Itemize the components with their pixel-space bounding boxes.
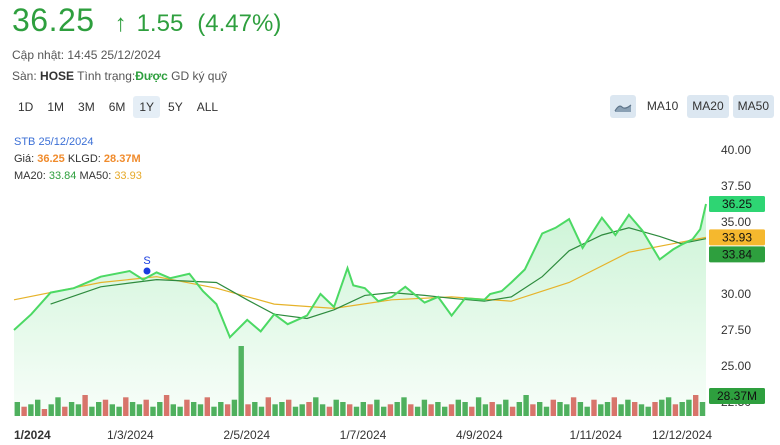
updated-time: Cập nhật: 14:45 25/12/2024 bbox=[12, 48, 161, 62]
area-chart-toggle[interactable] bbox=[609, 95, 636, 118]
ma20-line bbox=[50, 227, 707, 320]
signal-label: S bbox=[143, 255, 150, 267]
price-area-fill bbox=[14, 204, 706, 416]
price-change: 1.55 bbox=[136, 10, 184, 37]
signal-marker[interactable] bbox=[143, 267, 151, 275]
price-tags: 36.25 33.93 33.84 28.37M bbox=[709, 196, 765, 404]
range-1m-button[interactable]: 1M bbox=[47, 100, 65, 114]
margin-status-suffix: GD ký quỹ bbox=[171, 69, 228, 83]
price-change-percent: (4.47%) bbox=[197, 10, 282, 37]
info-ma20-value: 33.84 bbox=[48, 170, 77, 182]
info-ma20-label: MA20: bbox=[14, 170, 46, 182]
price-tag bbox=[709, 388, 765, 404]
price-chart[interactable]: S 40.0037.5035.0032.5030.0027.5025.0022.… bbox=[0, 128, 780, 445]
y-tick-label: 30.00 bbox=[721, 287, 751, 301]
x-tick-label: 1/11/2024 bbox=[569, 428, 622, 442]
range-1d-button[interactable]: 1D bbox=[18, 100, 34, 114]
range-5y-button[interactable]: 5Y bbox=[168, 100, 183, 114]
time-range-selector: 1D 1M 3M 6M 1Y 5Y ALL bbox=[12, 96, 224, 118]
updated-value: 14:45 25/12/2024 bbox=[67, 48, 161, 62]
exchange-info: Sàn: HOSE Tình trạng:Được GD ký quỹ bbox=[12, 69, 227, 83]
price-tag-label: 36.25 bbox=[722, 197, 752, 211]
current-price: 36.25 bbox=[12, 2, 95, 38]
ma10-button[interactable]: MA10 bbox=[646, 99, 679, 113]
info-symbol-date: STB 25/12/2024 bbox=[14, 136, 94, 148]
exchange-value: HOSE bbox=[40, 69, 75, 83]
ma20-button[interactable]: MA20 bbox=[687, 95, 729, 118]
chart-info-panel: STB 25/12/2024 Giá: 36.25 KLGD: 28.37M M… bbox=[14, 134, 142, 185]
y-tick-label: 35.00 bbox=[721, 215, 751, 229]
info-volume-value: 28.37M bbox=[103, 153, 141, 165]
y-tick-label: 40.00 bbox=[721, 143, 751, 157]
x-tick-label: 12/12/2024 bbox=[652, 428, 712, 442]
updated-label: Cập nhật: bbox=[12, 48, 65, 62]
info-ma50-label: MA50: bbox=[79, 170, 112, 182]
range-all-button[interactable]: ALL bbox=[196, 100, 219, 114]
price-line bbox=[13, 203, 707, 339]
price-tag-label: 33.93 bbox=[722, 230, 752, 244]
price-tag bbox=[709, 246, 765, 263]
range-6m-button[interactable]: 6M bbox=[108, 100, 126, 114]
y-tick-label: 25.00 bbox=[721, 359, 751, 373]
status-label: Tình trạng: bbox=[77, 69, 136, 83]
range-3m-button[interactable]: 3M bbox=[78, 100, 95, 114]
y-tick-label: 37.50 bbox=[721, 179, 751, 193]
x-axis: 1/2024 1/3/2024 2/5/2024 1/7/2024 4/9/2024 1/… bbox=[14, 428, 712, 442]
x-tick-label: 4/9/2024 bbox=[456, 428, 503, 442]
x-tick-label: 1/3/2024 bbox=[107, 428, 154, 442]
x-tick-label: 1/7/2024 bbox=[340, 428, 387, 442]
info-price-value: 36.25 bbox=[37, 153, 65, 165]
x-tick-label: 1/2024 bbox=[14, 428, 51, 442]
ma50-button[interactable]: MA50 bbox=[732, 95, 774, 118]
quote-header: 36.25 ↑ 1.55 (4.47%) bbox=[12, 2, 281, 42]
area-chart-icon bbox=[614, 104, 632, 112]
arrow-up-icon: ↑ bbox=[114, 10, 127, 37]
ma50-line bbox=[13, 236, 707, 310]
info-volume-label: KLGD: bbox=[67, 153, 101, 165]
margin-status: Được bbox=[135, 69, 168, 83]
exchange-label: Sàn: bbox=[12, 69, 37, 83]
trade-signals: S bbox=[143, 255, 151, 275]
range-1y-button[interactable]: 1Y bbox=[133, 96, 161, 118]
info-ma50-value: 33.93 bbox=[114, 170, 142, 182]
y-tick-label: 27.50 bbox=[721, 323, 751, 337]
price-tag bbox=[709, 196, 765, 212]
price-tag bbox=[709, 229, 765, 246]
info-price-label: Giá: bbox=[14, 153, 35, 165]
x-tick-label: 2/5/2024 bbox=[223, 428, 270, 442]
moving-average-selector: MA10 MA20 MA50 bbox=[609, 95, 774, 118]
price-tag-label: 33.84 bbox=[722, 247, 752, 261]
price-tag-label: 28.37M bbox=[717, 389, 757, 403]
